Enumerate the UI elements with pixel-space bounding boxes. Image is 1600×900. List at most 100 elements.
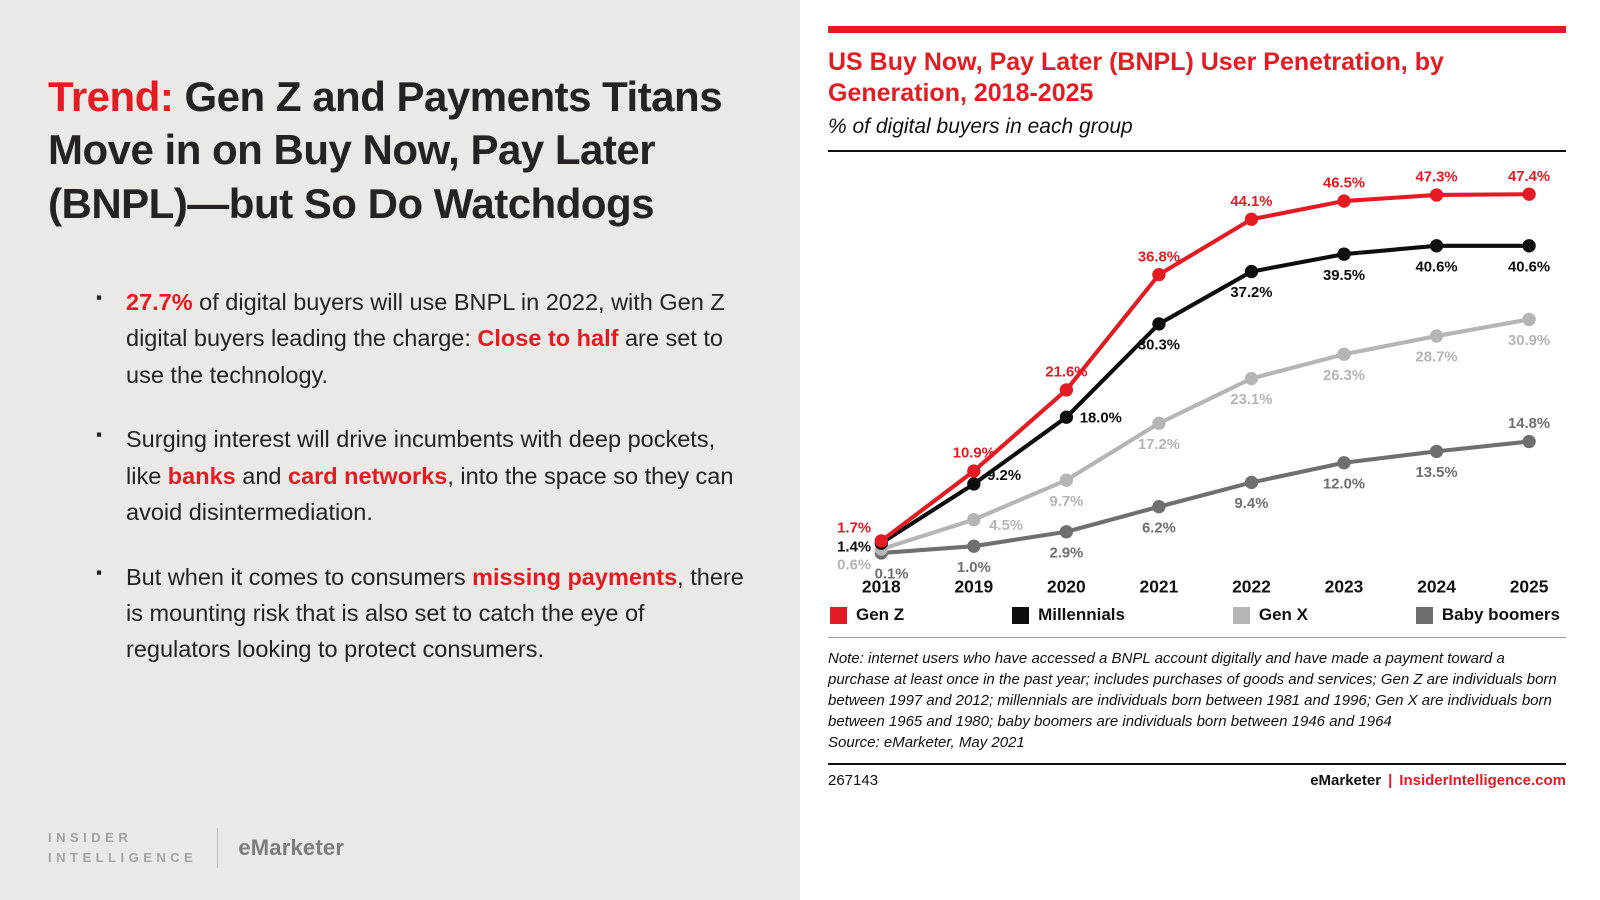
data-label-gen-x: 30.9% [1508,333,1550,349]
emarketer-logo: eMarketer [238,834,345,860]
data-label-millennials: 9.2% [987,468,1021,484]
footer-site-link[interactable]: InsiderIntelligence.com [1399,772,1566,789]
data-label-baby-boomers: 2.9% [1049,545,1083,561]
data-point-millennials [1337,247,1351,261]
bullet-text-segment: 27.7% [126,288,193,315]
x-axis-label: 2025 [1510,577,1549,597]
data-label-gen-x: 17.2% [1138,437,1180,453]
legend-swatch-baby-boomers [1415,606,1433,624]
data-point-baby-boomers [1244,475,1259,490]
insider-logo-line2: INTELLIGENCE [48,849,198,865]
legend-divider [828,637,1566,638]
legend-item-gen-z: Gen Z [830,605,904,625]
data-point-baby-boomers [1522,434,1536,449]
legend-label-baby-boomers: Baby boomers [1441,605,1560,624]
chart-footer: 267143 eMarketer | InsiderIntelligence.c… [828,772,1566,795]
data-point-gen-x [1522,312,1536,327]
data-label-gen-x: 23.1% [1230,392,1272,408]
footer-divider [828,763,1566,765]
data-label-gen-z: 10.9% [953,446,995,462]
legend-item-millennials: Millennials [1012,605,1125,625]
title-divider [828,150,1566,152]
bullet-list: 27.7% of digital buyers will use BNPL in… [48,284,748,668]
bullet-text-segment: Surging interest will drive incumbents w… [126,426,716,489]
data-point-baby-boomers [1429,444,1444,459]
data-label-millennials: 39.5% [1323,268,1365,284]
bullet-item: 27.7% of digital buyers will use BNPL in… [96,284,748,393]
legend-label-millennials: Millennials [1038,605,1125,624]
data-label-baby-boomers: 0.1% [875,567,909,583]
data-point-baby-boomers [1152,500,1166,514]
data-point-gen-x [1059,473,1074,487]
chart-note: Note: internet users who have accessed a… [828,650,1557,730]
chart-subtitle: % of digital buyers in each group [828,115,1133,138]
data-point-gen-z [1429,188,1444,202]
x-axis-label: 2018 [862,577,901,597]
data-point-gen-x [1152,416,1166,430]
headline-rest: Gen Z and Payments Titans Move in on Buy… [48,73,723,227]
chart-panel: US Buy Now, Pay Later (BNPL) User Penetr… [800,0,1600,900]
bullet-text-segment: , there is mounting risk that is also se… [126,563,744,663]
data-label-gen-x: 28.7% [1415,350,1457,366]
chart-legend: Gen Z Millennials Gen X Baby boomers [828,605,1566,635]
data-point-baby-boomers [1337,456,1351,470]
data-point-baby-boomers [967,539,981,553]
legend-label-gen-x: Gen X [1258,605,1308,624]
x-axis-label: 2024 [1417,577,1456,597]
data-label-baby-boomers: 14.8% [1508,416,1550,432]
data-label-baby-boomers: 13.5% [1415,465,1457,481]
data-point-millennials [1522,239,1536,253]
data-label-gen-z: 46.5% [1323,176,1365,192]
data-label-gen-x: 26.3% [1323,368,1365,384]
line-chart: 2018 2019 2020 2021 2022 2023 2024 2025 0.1% 1.0%… [837,169,1550,597]
bullet-text-segment: , into the space so they can avoid disin… [126,462,734,526]
data-point-gen-z [967,464,981,478]
bullet-text-segment: banks [167,462,236,489]
data-label-gen-z: 36.8% [1138,249,1180,265]
data-label-baby-boomers: 1.0% [957,560,991,576]
data-point-millennials [967,477,981,491]
bullet-text-segment: are set to use the technology. [126,325,723,388]
brand-row: INSIDER INTELLIGENCE eMarketer [48,827,345,868]
data-point-baby-boomers [1059,525,1074,539]
data-label-gen-x: 9.7% [1049,494,1083,510]
bullet-text-segment: and [235,462,288,489]
chart-line-baby-boomers [881,439,1530,556]
chart-source: Source: eMarketer, May 2021 [828,734,1025,751]
bullet-item: But when it comes to consumers missing p… [96,559,748,668]
data-label-millennials: 40.6% [1415,259,1457,275]
data-label-gen-z: 47.3% [1415,170,1457,186]
data-point-millennials [1152,317,1166,331]
x-axis-label: 2023 [1325,577,1364,597]
data-point-millennials [1429,239,1444,253]
legend-swatch-gen-x [1232,606,1250,624]
data-label-gen-x: 0.6% [837,558,871,574]
data-label-gen-z: 47.4% [1508,169,1550,185]
legend-swatch-millennials [1012,606,1030,624]
data-point-gen-z [1059,383,1074,397]
legend-label-gen-z: Gen Z [856,605,905,624]
insider-logo-line1: INSIDER [48,829,133,845]
data-label-baby-boomers: 12.0% [1323,476,1365,492]
data-point-gen-z [1522,187,1536,201]
insider-intelligence-logo: INSIDER INTELLIGENCE [48,828,197,868]
data-label-millennials: 37.2% [1230,285,1272,301]
data-label-millennials: 40.6% [1508,259,1550,275]
data-label-millennials: 18.0% [1080,410,1122,426]
data-label-baby-boomers: 9.4% [1235,496,1269,512]
x-axis-label: 2022 [1232,577,1271,597]
data-point-gen-z [1152,267,1166,282]
footer-separator: | [1388,772,1393,789]
bullet-text-segment: card networks [288,462,448,489]
chart-id: 267143 [828,772,879,789]
data-label-baby-boomers: 6.2% [1142,520,1176,536]
data-label-gen-z: 1.7% [837,521,871,537]
left-panel: Trend: Gen Z and Payments Titans Move in… [0,0,800,900]
bullet-text-segment: But when it comes to consumers [126,563,473,590]
data-point-millennials [1059,410,1074,424]
data-point-gen-x [1337,347,1351,361]
data-point-gen-x [967,512,981,527]
legend-item-baby-boomers: Baby boomers [1415,605,1560,625]
bullet-text-segment: missing payments [472,563,678,590]
bullet-item: Surging interest will drive incumbents w… [96,421,748,530]
